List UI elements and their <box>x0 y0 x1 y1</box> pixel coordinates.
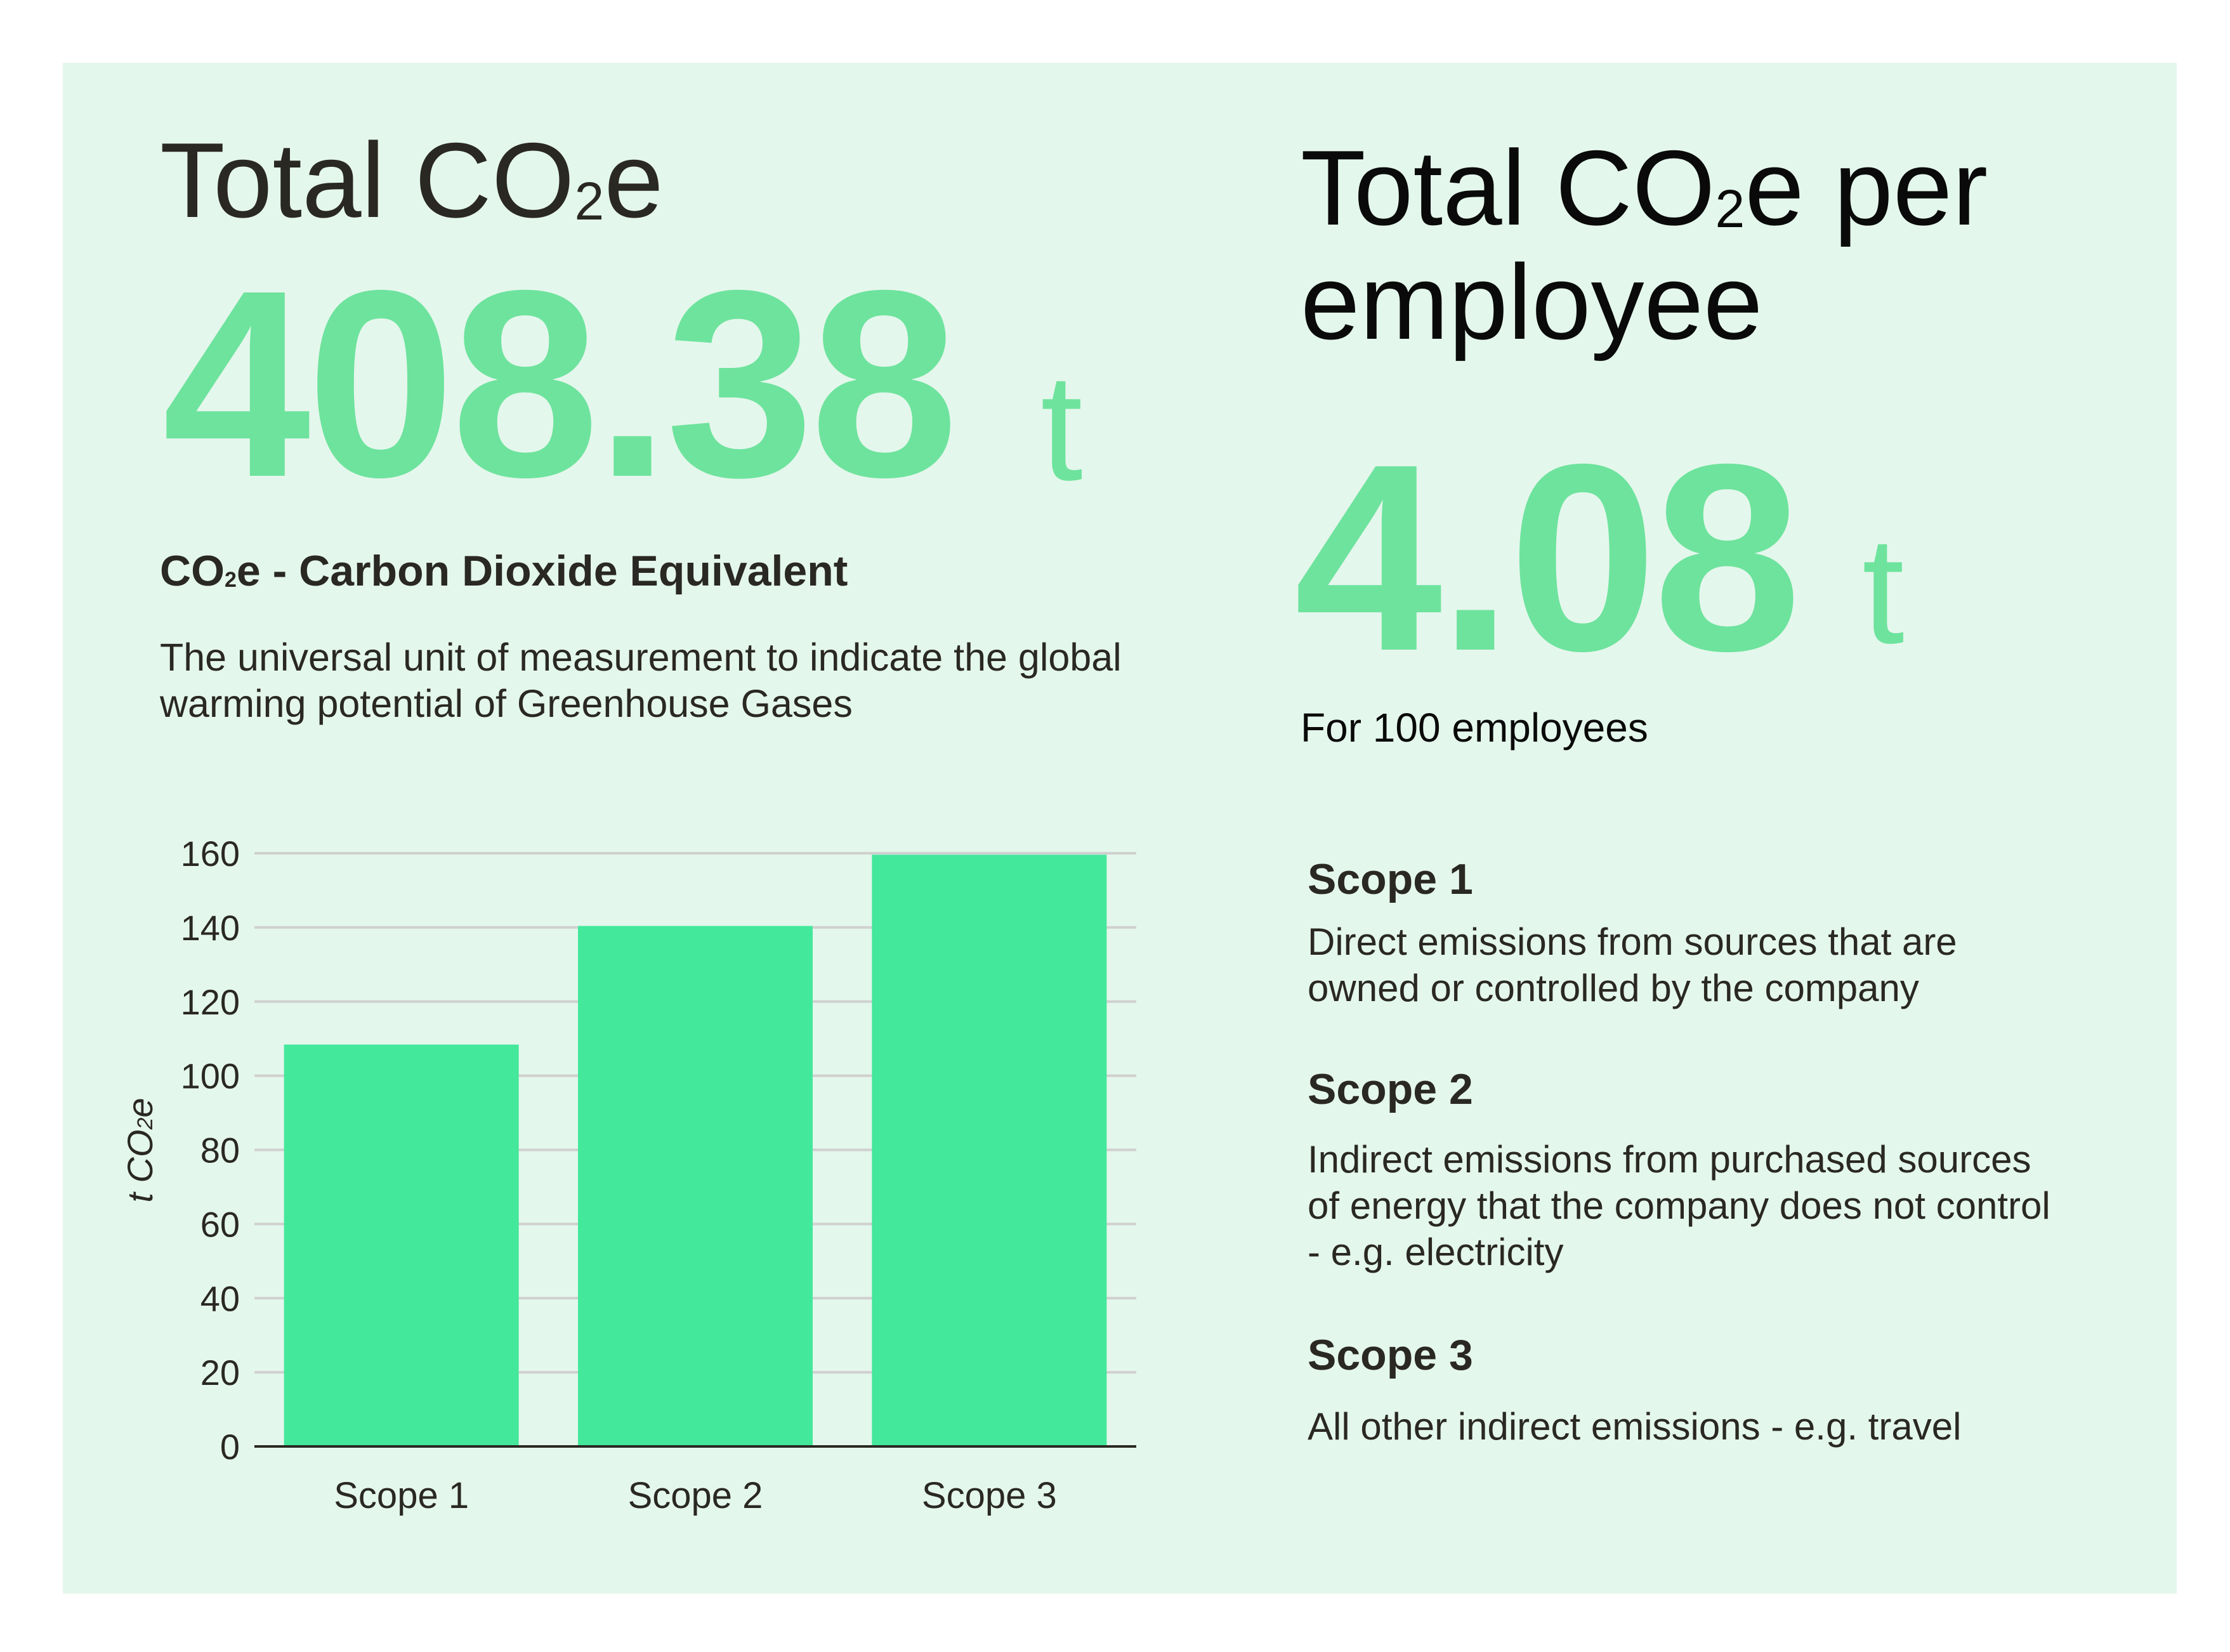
title-text: Total CO <box>1301 128 1715 247</box>
description-line: The universal unit of measurement to ind… <box>160 636 1122 679</box>
per-employee-unit: t <box>1862 505 1905 675</box>
y-tick-label: 160 <box>181 834 240 874</box>
bar-scope-3 <box>872 855 1107 1446</box>
title-text: employee <box>1301 242 1763 362</box>
employee-count-note: For 100 employees <box>1301 705 1648 751</box>
scope-2-info: Scope 2 Indirect emissions from purchase… <box>1308 1068 2050 1275</box>
title-text: e <box>604 121 664 240</box>
subscript: 2 <box>574 171 605 232</box>
scope-line: of energy that the company does not cont… <box>1308 1184 2050 1227</box>
description-line: warming potential of Greenhouse Gases <box>160 682 853 725</box>
y-tick-label: 100 <box>181 1056 240 1096</box>
heading-text: e - Carbon Dioxide Equivalent <box>236 547 848 595</box>
y-tick-label: 0 <box>220 1427 240 1467</box>
total-value: 408.38 <box>162 235 959 533</box>
total-unit: t <box>1040 342 1083 512</box>
scope-title: Scope 1 <box>1308 855 1473 903</box>
x-tick-label: Scope 2 <box>628 1475 763 1516</box>
title-text: Total CO <box>160 121 575 240</box>
bars <box>284 855 1107 1446</box>
scope-3-info: Scope 3 All other indirect emissions - e… <box>1308 1334 1961 1450</box>
y-tick-label: 140 <box>181 908 240 948</box>
y-tick-label: 60 <box>200 1204 240 1244</box>
bar-scope-2 <box>578 926 813 1446</box>
scope-description: Direct emissions from sources that are o… <box>1308 919 1957 1011</box>
heading-text: CO <box>160 547 225 595</box>
x-tick-label: Scope 1 <box>334 1475 469 1516</box>
title-text: e per <box>1745 128 1988 247</box>
x-tick-label: Scope 3 <box>922 1475 1057 1516</box>
scope-line: Direct emissions from sources that are <box>1308 921 1957 963</box>
bar-scope-1 <box>284 1044 519 1446</box>
scope-line: All other indirect emissions - e.g. trav… <box>1308 1405 1962 1448</box>
subscript: 2 <box>1715 179 1745 239</box>
scope-1-info: Scope 1 Direct emissions from sources th… <box>1308 858 1957 1011</box>
subscript: 2 <box>225 567 237 592</box>
y-tick-labels: 0 20 40 60 80 100 120 140 160 <box>181 834 240 1467</box>
scope-title: Scope 2 <box>1308 1065 1473 1113</box>
definition-description: The universal unit of measurement to ind… <box>160 634 1122 727</box>
scope-line: owned or controlled by the company <box>1308 967 1919 1009</box>
scope-title: Scope 3 <box>1308 1331 1473 1379</box>
definition-heading: CO2e - Carbon Dioxide Equivalent <box>160 549 848 593</box>
scope-line: - e.g. electricity <box>1308 1231 1564 1273</box>
per-employee-value: 4.08 <box>1294 409 1801 707</box>
y-tick-label: 20 <box>200 1353 240 1393</box>
total-title: Total CO2e <box>160 127 664 233</box>
scope-description: All other indirect emissions - e.g. trav… <box>1308 1403 1961 1450</box>
y-tick-label: 80 <box>200 1131 240 1170</box>
per-employee-title: Total CO2e per employee <box>1301 134 1988 355</box>
y-axis-label: t CO2e <box>120 1098 160 1202</box>
y-tick-label: 120 <box>181 982 240 1022</box>
scope-line: Indirect emissions from purchased source… <box>1308 1138 2031 1181</box>
scope-description: Indirect emissions from purchased source… <box>1308 1136 2050 1275</box>
x-tick-labels: Scope 1 Scope 2 Scope 3 <box>334 1475 1056 1516</box>
y-tick-label: 40 <box>200 1278 240 1318</box>
